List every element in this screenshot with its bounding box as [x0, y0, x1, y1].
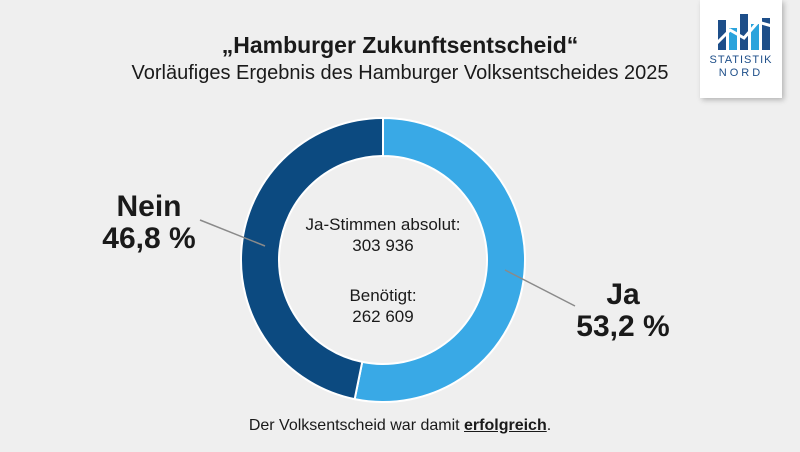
leader-line-nein: [199, 219, 266, 247]
result-footer: Der Volksentscheid war damit erfolgreich…: [0, 417, 800, 435]
center-required-label: Benötigt:: [349, 286, 416, 305]
donut-slice-nein: [240, 116, 384, 401]
chart-subtitle: Vorläufiges Ergebnis des Hamburger Volks…: [131, 62, 669, 84]
chart-title: „Hamburger Zukunftsentscheid“: [221, 32, 579, 58]
footer-suffix: .: [546, 417, 552, 434]
footer-text: Der Volksentscheid war damit: [248, 417, 465, 434]
footer-emphasis: erfolgreich: [464, 417, 547, 434]
statistik-nord-logo: STATISTIK NORD: [700, 0, 782, 98]
donut-slice-ja: [353, 116, 526, 403]
label-nein-name: Nein: [116, 190, 181, 223]
center-yes-votes-label: Ja-Stimmen absolut:: [306, 215, 461, 234]
leader-line-ja: [504, 269, 576, 307]
center-yes-votes-value: 303 936: [352, 236, 413, 255]
label-ja-name: Ja: [606, 278, 640, 311]
logo-text-statistik: STATISTIK: [709, 54, 773, 66]
logo-text-nord: NORD: [718, 67, 764, 79]
label-ja-value: 53,2 %: [576, 310, 669, 343]
center-required-value: 262 609: [352, 307, 413, 326]
logo-bars-icon: [714, 14, 773, 50]
label-nein-value: 46,8 %: [102, 222, 195, 255]
